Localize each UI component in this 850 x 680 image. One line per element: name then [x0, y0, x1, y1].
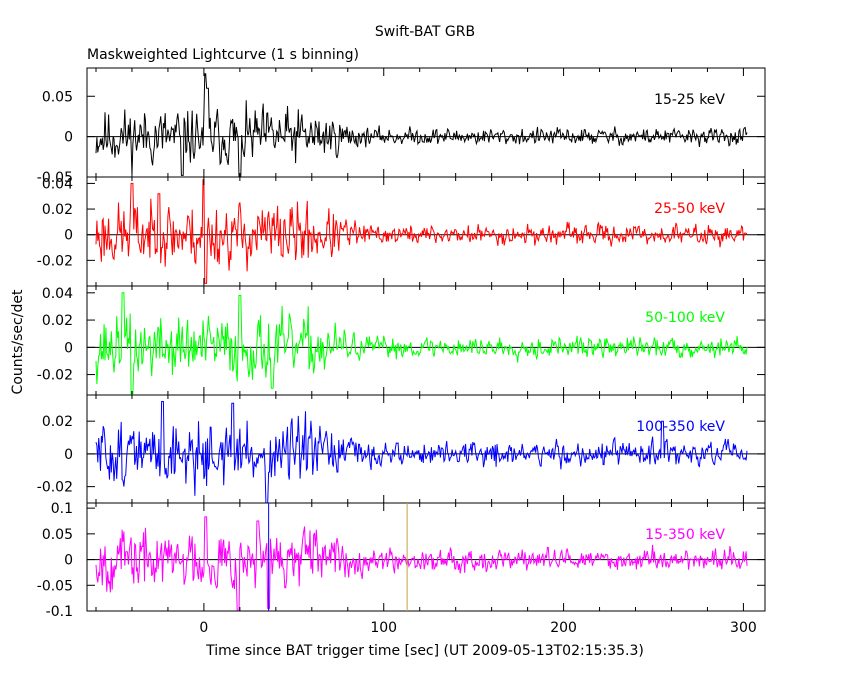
x-tick-label: 200 — [550, 620, 577, 636]
y-tick-label: 0.04 — [42, 176, 73, 192]
y-tick-label: 0.04 — [42, 286, 73, 302]
y-tick-label: -0.02 — [37, 368, 73, 384]
series-line — [95, 516, 748, 611]
y-tick-label: 0 — [64, 553, 73, 569]
y-tick-label: -0.1 — [46, 604, 73, 620]
series-line — [95, 73, 748, 177]
y-tick-label: -0.02 — [37, 253, 73, 269]
panel-100-350-kev: -0.02 0 0.02 100-350 keV — [37, 394, 766, 504]
y-tick-label: -0.05 — [37, 170, 73, 186]
x-tick-label: 100 — [370, 620, 397, 636]
y-tick-label: 0 — [64, 130, 73, 146]
band-label: 15-350 keV — [645, 527, 725, 543]
panel-frame — [86, 176, 766, 287]
y-tick-label: 0.05 — [42, 89, 73, 105]
panel-25-50-kev: -0.02 0 0.02 0.04 25-50 keV — [37, 176, 766, 287]
y-tick-label: 0.02 — [42, 414, 73, 430]
y-tick-label: 0.02 — [42, 202, 73, 218]
series-line — [95, 179, 748, 284]
x-tick-label: 0 — [199, 620, 208, 636]
panel-frame — [86, 67, 766, 178]
panel-15-350-kev: -0.1 -0.05 0 0.05 0.1 15-350 keV — [37, 501, 766, 620]
y-tick-label: 0.1 — [51, 501, 73, 517]
y-tick-label: -0.02 — [37, 480, 73, 496]
band-label: 15-25 keV — [654, 92, 725, 108]
panel-15-25-kev: -0.05 0 0.05 15-25 keV — [37, 67, 766, 186]
y-tick-label: 0 — [64, 340, 73, 356]
chart-subtitle: Maskweighted Lightcurve (1 s binning) — [87, 47, 359, 63]
series-line — [95, 401, 748, 503]
band-label: 25-50 keV — [654, 201, 725, 217]
y-tick-label: 0.02 — [42, 313, 73, 329]
series-line — [95, 292, 748, 395]
panel-frame — [86, 502, 766, 612]
panels-group: -0.05 0 0.05 15-25 keV -0.02 0 0.02 0.04 25-50 k… — [37, 67, 766, 636]
band-label: 50-100 keV — [645, 310, 725, 326]
y-tick-label: 0 — [64, 228, 73, 244]
x-tick-label: 300 — [730, 620, 757, 636]
y-tick-label: 0.05 — [42, 527, 73, 543]
chart-title: Swift-BAT GRB — [375, 24, 475, 40]
y-axis-label: Counts/sec/det — [10, 289, 26, 394]
panel-50-100-kev: -0.02 0 0.02 0.04 50-100 keV — [37, 285, 766, 396]
y-tick-label: -0.05 — [37, 578, 73, 594]
y-tick-label: 0 — [64, 447, 73, 463]
x-axis-label: Time since BAT trigger time [sec] (UT 20… — [205, 643, 644, 659]
band-label: 100-350 keV — [636, 419, 725, 435]
